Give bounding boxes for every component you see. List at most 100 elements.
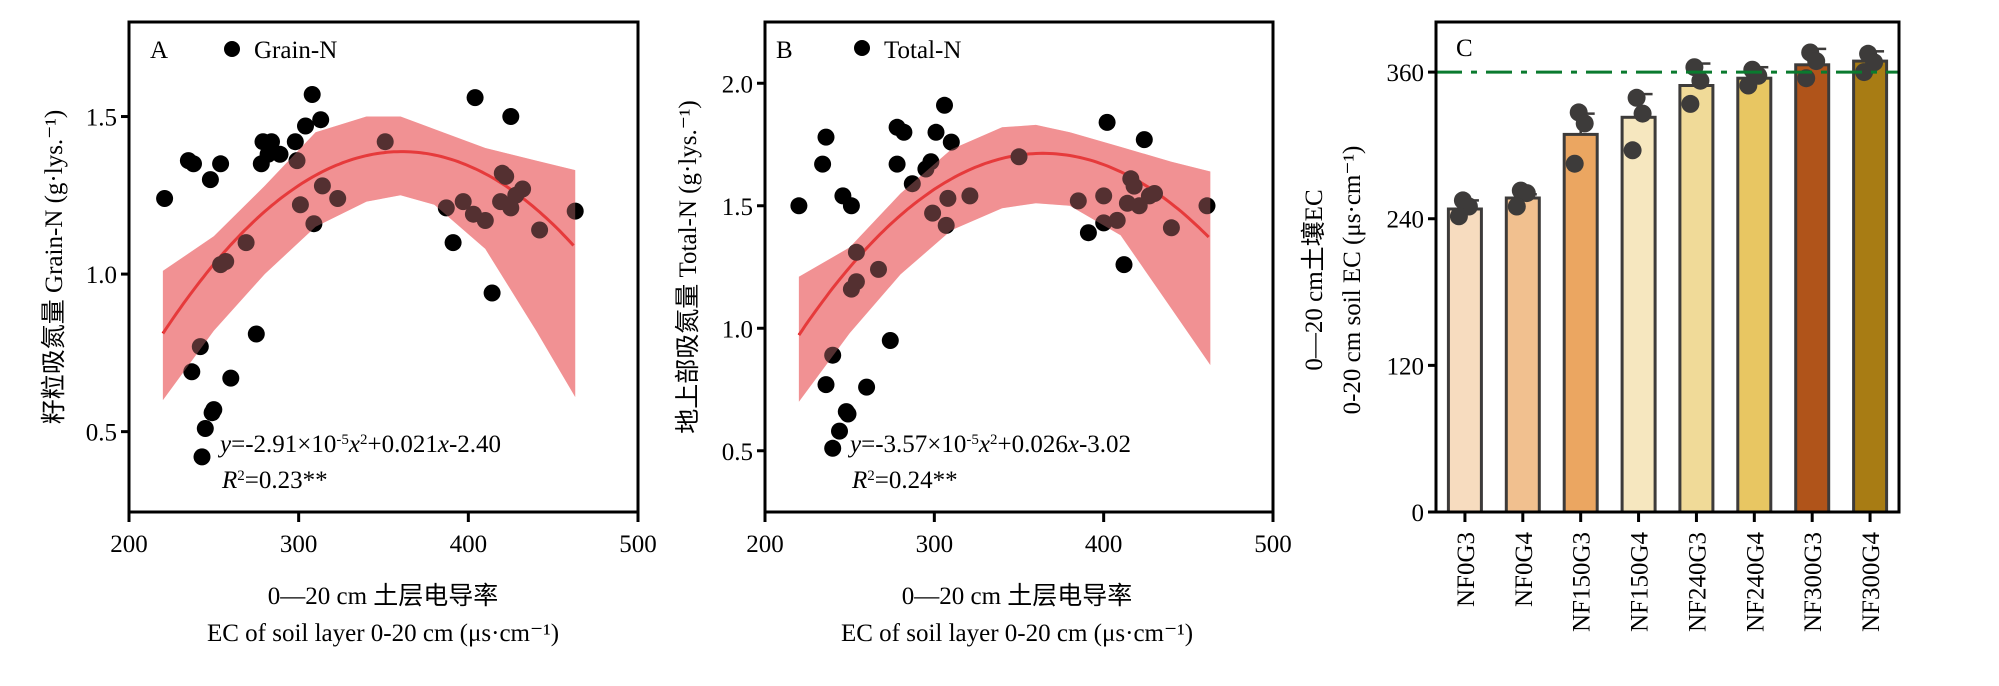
panel-b-data-point [939,189,957,207]
replicate-point [1797,69,1816,88]
panel-c-plot-frame [1434,20,1901,514]
panel-b-data-point [881,332,899,349]
panel-b-legend-label: Total-N [884,37,961,64]
panel-a-data-point [191,338,209,356]
panel-a-data-point [466,89,484,107]
panel-a-data-point [196,420,214,437]
panel-b-data-point [903,175,921,193]
panel-a-data-point [156,190,174,207]
panel-b-equation: y=-3.57×10-5x2+0.026x-3.02 [847,431,1131,458]
replicate-point [1739,76,1758,95]
panel-a-band-overlay [162,116,576,401]
panel-a-data-point [271,145,289,163]
panel-a-y-tick-label: 1.0 [86,262,117,289]
panel-b-data-point [942,133,960,151]
replicate-point [1627,88,1646,107]
panel-a-data-point [212,155,230,173]
panel-b-data-point [839,405,857,423]
category-label: NF240G4 [1742,532,1769,633]
equation-part: +0.021 [368,431,438,458]
panel-a-data-point [291,196,309,214]
panel-b-data-point [790,197,808,215]
panel-b-data-point [1010,148,1028,166]
panel-a-data-point [247,325,265,343]
panel-b-y-tick-label: 1.0 [722,316,753,343]
equation-part: +0.026 [998,431,1068,458]
panel-b-data-point [1162,219,1180,237]
replicate-point [1575,114,1594,133]
panel-b-data-point [1079,224,1097,242]
panel-b-data-point [847,273,865,291]
panel-a-data-point [303,86,321,103]
replicate-point [1691,71,1710,90]
panel-b-data-point [888,155,906,173]
panel-a-data-point [288,152,306,170]
panel-a-letter: A [150,37,168,64]
panel-a-xlabel-en: EC of soil layer 0-20 cm (μs·cm⁻¹) [207,620,559,647]
panel-b-data-point [924,204,942,222]
panel-a-data-point [531,221,549,239]
panel-b-data-point [817,128,835,146]
panel-b-data-point [1108,211,1126,229]
bar-nf300g4 [1852,59,1889,514]
panel-b-data-point [1095,214,1113,232]
panel-b-data-point [1198,197,1216,215]
panel-b: 200 300 400 500 0.5 1.0 1.5 2.0 B Total-N y=-3.… [674,20,1292,647]
equation-part: =-3.57×10 [861,431,966,458]
panel-a-data-point [183,363,201,381]
category-label: NF150G3 [1569,532,1596,632]
panel-b-data-point [961,187,979,205]
replicate-point [1507,197,1526,216]
panel-b-data-point [1095,187,1113,205]
panel-b-data-point [1069,192,1087,210]
panel-a-y-tick-label: 0.5 [86,420,117,447]
equation-part: y [847,431,862,458]
panel-a-data-point [502,108,520,125]
panel-b-data-point [824,346,842,364]
bar-nf150g3 [1562,132,1599,514]
bar-nf240g3 [1678,84,1715,514]
panel-b-data-point [842,197,860,215]
panel-a-data-point [312,111,330,129]
equation-part: 2 [360,432,368,448]
panel-a-data-point [329,190,347,207]
panel-b-data-point [858,378,876,396]
panel-b-axes-layer: 200 300 400 500 0.5 1.0 1.5 2.0 [722,20,1292,558]
panel-a-r2: R2=0.23** [221,467,328,494]
panel-b-letter: B [776,37,793,64]
panel-a-equation: y=-2.91×10-5x2+0.021x-2.40 [217,431,501,458]
panel-b-data-point [817,376,835,394]
panel-c-axes-layer: 0 120 240 360 [1387,20,1901,527]
panel-a-x-tick-label: 300 [280,531,318,558]
panel-a-data-point [476,212,494,229]
category-label: NF150G4 [1627,532,1654,633]
panel-a-legend-label: Grain-N [254,37,337,64]
panel-a-data-point [222,369,240,387]
panel-c-y-tick-label: 120 [1387,353,1425,380]
panel-b-xlabel-en: EC of soil layer 0-20 cm (μs·cm⁻¹) [841,620,1193,647]
panel-a-data-point [217,253,235,270]
equation-part: x [348,431,360,458]
panel-a-data-point [305,215,323,233]
panel-b-x-tick-label: 400 [1085,531,1123,558]
equation-part: =0.24** [875,467,958,494]
panel-b-data-point [814,155,832,173]
panel-a: 200 300 400 500 0.5 1.0 1.5 A Grain-N y=-2.91×… [40,20,657,647]
equation-part: =-2.91×10 [231,431,336,458]
panel-a-data-point [237,234,255,252]
panel-a-axes-layer: 200 300 400 500 0.5 1.0 1.5 [86,20,657,558]
panel-b-x-tick-label: 300 [916,531,954,558]
panel-b-plot-frame [763,20,1275,514]
panel-a-data-point [566,202,584,220]
equation-part: 2 [990,432,998,448]
equation-part: -5 [966,432,979,448]
panel-b-y-tick-label: 0.5 [722,439,753,466]
panel-c-y-tick-label: 360 [1387,60,1425,87]
panel-a-data-point [286,133,304,151]
panel-b-y-tick-label: 2.0 [722,71,753,98]
panel-c-bars-layer: NF0G3 NF0G4 NF150G3 NF150G4 NF240G3 NF240G4 NF… [1446,43,1889,633]
panel-c-y-tick-label: 0 [1412,500,1425,527]
panel-a-data-point [205,401,223,419]
replicate-point [1855,63,1874,82]
